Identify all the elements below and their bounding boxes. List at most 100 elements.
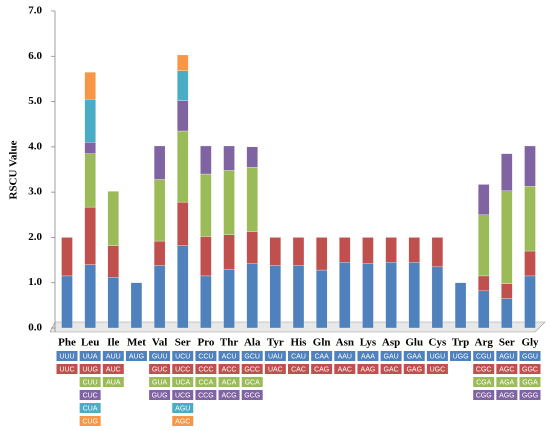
codon-box <box>149 377 171 387</box>
bar-segment <box>454 282 467 329</box>
codon-label: UCA <box>175 379 190 386</box>
codon-label: CCA <box>199 379 214 386</box>
codon-label: UGU <box>430 353 446 360</box>
codon-label: ACA <box>222 379 237 386</box>
codon-box <box>218 390 240 400</box>
bar-segment <box>177 130 189 203</box>
codon-label: GCU <box>244 353 260 360</box>
bar-segment <box>200 275 212 329</box>
codon-box <box>496 377 518 387</box>
y-tick-label: 4.0 <box>28 140 42 152</box>
bar-segment <box>223 234 235 270</box>
codon-label: AAG <box>361 366 376 373</box>
bar-segment <box>408 262 420 329</box>
bar-segment <box>61 275 73 329</box>
codon-box <box>264 351 286 361</box>
bar-segment <box>292 265 305 329</box>
bar-segment <box>200 173 212 237</box>
bar-segment <box>246 146 258 168</box>
codon-label: UUU <box>59 353 74 360</box>
y-axis-label: RSCU Value <box>8 140 20 199</box>
codon-box <box>172 377 194 387</box>
codon-label: CAC <box>291 366 306 373</box>
codon-box <box>473 377 495 387</box>
codon-box <box>334 351 356 361</box>
codon-label: UAC <box>268 366 283 373</box>
codon-label: ACG <box>221 392 236 399</box>
codon-box <box>79 364 101 374</box>
bar-segment <box>153 265 166 329</box>
bar-segment <box>200 145 212 175</box>
y-tick-label: 0.0 <box>28 322 42 334</box>
codon-box <box>450 351 472 361</box>
codon-box <box>473 390 495 400</box>
bar-segment <box>84 206 96 265</box>
codon-box <box>288 364 309 374</box>
codon-box <box>195 390 217 400</box>
bar-segment <box>524 275 536 329</box>
y-tick-label: 3.0 <box>28 186 42 198</box>
codon-box <box>241 364 263 374</box>
codon-box <box>519 364 541 374</box>
codon-box <box>172 403 194 413</box>
codon-label: CCG <box>198 392 214 399</box>
codon-label: AGG <box>499 392 515 399</box>
codon-label: AGC <box>175 418 190 425</box>
bar-segment <box>315 269 328 329</box>
codon-label: UCG <box>175 392 191 399</box>
codon-box <box>195 351 217 361</box>
codon-label: AAC <box>338 366 352 373</box>
codon-box <box>172 364 194 374</box>
codon-label: AUU <box>106 353 121 360</box>
codon-box <box>519 377 541 387</box>
x-tick-label: Trp <box>452 337 470 349</box>
codon-box <box>519 390 541 400</box>
codon-label: GUA <box>152 379 168 386</box>
codon-label: GAG <box>406 366 422 373</box>
codon-box <box>172 351 194 361</box>
bar-segment <box>269 237 282 266</box>
codon-box <box>79 377 101 387</box>
codon-label: CAU <box>291 353 306 360</box>
bar-segment <box>408 237 420 263</box>
y-tick-label: 7.0 <box>28 5 42 17</box>
codon-label: UUC <box>59 366 74 373</box>
bar-segment <box>501 283 513 299</box>
y-tick-label: 2.0 <box>28 231 42 243</box>
x-tick-label: Ala <box>244 337 261 349</box>
codon-label: GUC <box>152 366 168 373</box>
x-tick-label: Thr <box>220 337 238 349</box>
codon-box <box>102 377 124 387</box>
codon-label: AGC <box>499 366 514 373</box>
x-tick-label: Ser <box>499 337 515 349</box>
codon-label: AUC <box>106 366 121 373</box>
codon-label: CGG <box>476 392 492 399</box>
codon-label: UCC <box>175 366 190 373</box>
bar-segment <box>177 245 189 329</box>
bar-segment <box>246 167 258 232</box>
codon-box <box>288 351 309 361</box>
x-tick-label: Tyr <box>267 337 284 349</box>
bar-segment <box>223 170 235 235</box>
codon-label: CGA <box>476 379 492 386</box>
codon-label: UUA <box>83 353 98 360</box>
codon-box <box>496 351 518 361</box>
codon-box <box>149 364 171 374</box>
codon-box <box>149 390 171 400</box>
bar-segment <box>385 237 397 263</box>
codon-label: GGC <box>522 366 538 373</box>
x-tick-label: Val <box>152 337 168 349</box>
codon-label: CCU <box>198 353 213 360</box>
codon-box <box>218 377 240 387</box>
codon-label: GAC <box>384 366 399 373</box>
x-tick-label: Glu <box>405 337 423 349</box>
codon-box <box>241 377 263 387</box>
codon-label: CUA <box>83 405 98 412</box>
x-tick-label: Ser <box>175 337 191 349</box>
codon-box <box>56 364 78 374</box>
codon-label: GAU <box>384 353 399 360</box>
bar-segment <box>524 186 536 252</box>
bar-segment <box>153 145 166 180</box>
x-tick-label: Leu <box>81 337 99 349</box>
bar-segment <box>177 54 189 71</box>
